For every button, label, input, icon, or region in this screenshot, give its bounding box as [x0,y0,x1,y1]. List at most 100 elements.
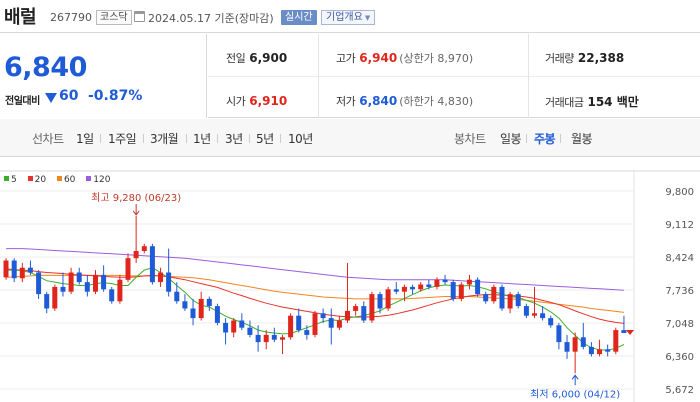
legend-label: 20 [34,175,47,185]
company-info-label: 기업개요 [326,12,363,23]
tab-separator [560,134,561,143]
stat-label: 시가 [226,95,246,108]
candle-body [280,337,285,340]
tab-separator [217,134,218,143]
tab-1d[interactable]: 1일 [76,132,94,146]
tab-1y[interactable]: 1년 [193,132,211,146]
candle-body [393,289,399,292]
candle-body [548,318,554,326]
candle-body [60,286,66,292]
candle-body [198,298,204,319]
candle-body [190,308,196,319]
current-price: 6,840 [4,52,87,83]
candle-body [255,334,261,343]
tab-monthly-candle[interactable]: 월봉 [571,132,593,146]
y-tick-label: 6,360 [665,352,694,363]
company-info-dropdown[interactable]: 기업개요 ▼ [321,10,376,25]
candle-body [418,284,424,290]
candle-body [580,337,586,347]
candle-body [206,298,212,307]
candle-body [11,260,17,279]
candle-body [101,274,107,290]
tab-1w[interactable]: 1주일 [108,132,137,146]
stat-value: 22,388 [577,51,625,65]
price-change: 60 [59,88,79,104]
tab-weekly-candle[interactable]: 주봉 [534,132,556,146]
stats-divider [208,76,700,77]
stats-col-divider [318,34,319,118]
y-tick-label: 9,800 [665,187,694,198]
candle-body [458,284,464,299]
tab-separator [526,134,527,143]
max-arrowhead-icon [132,210,140,216]
min-arrowhead-icon [571,374,579,380]
tab-10y[interactable]: 10년 [288,132,313,146]
candle-body [621,330,627,333]
candle-body [328,318,334,328]
candle-body [93,274,98,292]
candle-body [182,301,188,309]
candle-body [556,325,562,343]
candle-body [174,291,180,302]
current-price-marker-icon [626,329,634,335]
ma120-line [6,248,624,291]
tab-5y[interactable]: 5년 [256,132,274,146]
stat-amount: 거래대금 154 백만 [545,93,639,110]
stat-value: 6,900 [249,51,288,65]
tab-3y[interactable]: 3년 [225,132,243,146]
stat-volume: 거래량 22,388 [545,50,624,66]
candle-body [133,251,139,259]
realtime-button[interactable]: 실시간 [281,10,317,25]
legend-swatch [56,176,62,181]
candle-body [483,294,489,302]
stat-value: 6,940 [359,51,398,65]
weekly-candle-chart[interactable]: 9,800 9,112 8,424 7,736 7,048 6,360 5,672 최고 9,… [0,170,700,402]
candle-body [3,260,9,278]
stat-label: 저가 [336,95,356,108]
legend-ma60: 60 [56,175,75,185]
tab-separator [249,134,250,143]
candle-body [296,315,302,331]
candle-body [214,306,220,323]
max-annotation: 최고 9,280 (06/23) [91,192,181,204]
change-label: 전일대비 [5,96,40,107]
candle-body [141,246,147,251]
stat-upper-limit: (상한가 8,970) [399,52,474,65]
candle-body [410,286,415,290]
candle-body [149,246,155,283]
legend-swatch [4,176,9,181]
candle-body [247,327,253,335]
stat-value: 154 백만 [587,95,639,109]
candle-body [166,272,172,292]
candle-body [76,272,82,283]
candle-body [401,286,407,292]
tab-separator [143,134,144,143]
stat-open: 시가 6,910 [226,93,287,109]
candle-body [109,289,115,302]
candle-body [597,349,602,355]
candle-body [491,286,497,302]
base-date: 2024.05.17 기준(장마감) [148,12,274,25]
y-tick-label: 8,424 [665,253,694,264]
candle-body [442,279,448,283]
y-tick-label: 5,672 [665,385,694,396]
candle-body [231,320,237,333]
tab-3m[interactable]: 3개월 [150,132,179,146]
tab-daily-candle[interactable]: 일봉 [500,132,522,146]
candle-body [271,334,277,340]
stat-label: 고가 [336,52,356,65]
candle-body [572,337,578,352]
legend-ma20: 20 [27,175,47,185]
ma60-line [6,274,624,313]
stat-label: 거래대금 [545,96,584,109]
calendar-icon [134,11,145,22]
candle-body [320,313,326,319]
stat-high: 고가 6,940 (상한가 8,970) [336,50,473,66]
candle-body [515,294,521,307]
candle-body [426,284,432,287]
candle-body [158,272,163,283]
stat-label: 거래량 [545,52,574,65]
stat-label: 전일 [226,52,246,65]
candle-body [304,330,310,335]
y-tick-label: 9,112 [665,220,694,231]
